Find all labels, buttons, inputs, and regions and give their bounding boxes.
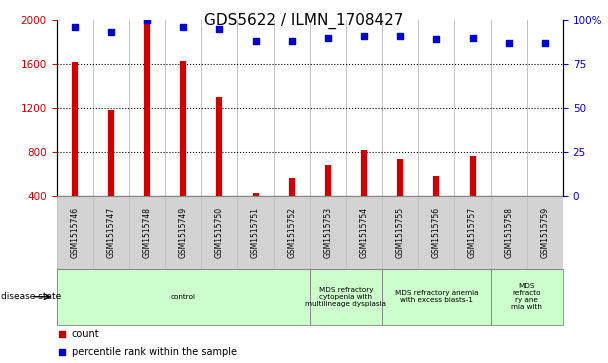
Point xyxy=(57,331,67,337)
Point xyxy=(57,349,67,355)
Text: GSM1515747: GSM1515747 xyxy=(106,207,116,258)
Text: GDS5622 / ILMN_1708427: GDS5622 / ILMN_1708427 xyxy=(204,13,404,29)
Bar xyxy=(57,269,309,325)
Bar xyxy=(129,196,165,269)
Bar xyxy=(382,269,491,325)
Text: GSM1515754: GSM1515754 xyxy=(359,207,368,258)
Point xyxy=(359,33,369,39)
Point xyxy=(432,36,441,42)
Point xyxy=(106,29,116,35)
Text: MDS
refracto
ry ane
mia with: MDS refracto ry ane mia with xyxy=(511,283,542,310)
Bar xyxy=(491,196,527,269)
Text: control: control xyxy=(171,294,196,300)
Text: GSM1515753: GSM1515753 xyxy=(323,207,333,258)
Point xyxy=(178,24,188,30)
Text: GSM1515759: GSM1515759 xyxy=(541,207,550,258)
Bar xyxy=(309,196,346,269)
Text: MDS refractory
cytopenia with
multilineage dysplasia: MDS refractory cytopenia with multilinea… xyxy=(305,287,387,307)
Point xyxy=(395,33,405,39)
Text: GSM1515757: GSM1515757 xyxy=(468,207,477,258)
Bar xyxy=(309,269,382,325)
Point xyxy=(250,38,260,44)
Point xyxy=(287,38,297,44)
Point xyxy=(142,17,152,23)
Bar xyxy=(527,196,563,269)
Text: GSM1515755: GSM1515755 xyxy=(396,207,405,258)
Text: disease state: disease state xyxy=(1,292,61,301)
Text: GSM1515746: GSM1515746 xyxy=(70,207,79,258)
Bar xyxy=(274,196,309,269)
Text: GSM1515751: GSM1515751 xyxy=(251,207,260,258)
Text: GSM1515758: GSM1515758 xyxy=(504,207,513,258)
Text: GSM1515756: GSM1515756 xyxy=(432,207,441,258)
Point xyxy=(215,26,224,32)
Bar xyxy=(201,196,237,269)
Bar xyxy=(491,269,563,325)
Text: GSM1515749: GSM1515749 xyxy=(179,207,188,258)
Point xyxy=(70,24,80,30)
Bar xyxy=(454,196,491,269)
Bar xyxy=(418,196,454,269)
Text: MDS refractory anemia
with excess blasts-1: MDS refractory anemia with excess blasts… xyxy=(395,290,478,303)
Point xyxy=(504,40,514,46)
Text: GSM1515748: GSM1515748 xyxy=(142,207,151,258)
Bar xyxy=(346,196,382,269)
Point xyxy=(468,35,477,41)
Text: count: count xyxy=(72,329,100,339)
Bar xyxy=(382,196,418,269)
Bar xyxy=(92,196,129,269)
Text: percentile rank within the sample: percentile rank within the sample xyxy=(72,347,237,357)
Bar xyxy=(165,196,201,269)
Bar xyxy=(237,196,274,269)
Text: GSM1515752: GSM1515752 xyxy=(287,207,296,258)
Point xyxy=(323,35,333,41)
Bar xyxy=(57,196,92,269)
Point xyxy=(540,40,550,46)
Text: GSM1515750: GSM1515750 xyxy=(215,207,224,258)
